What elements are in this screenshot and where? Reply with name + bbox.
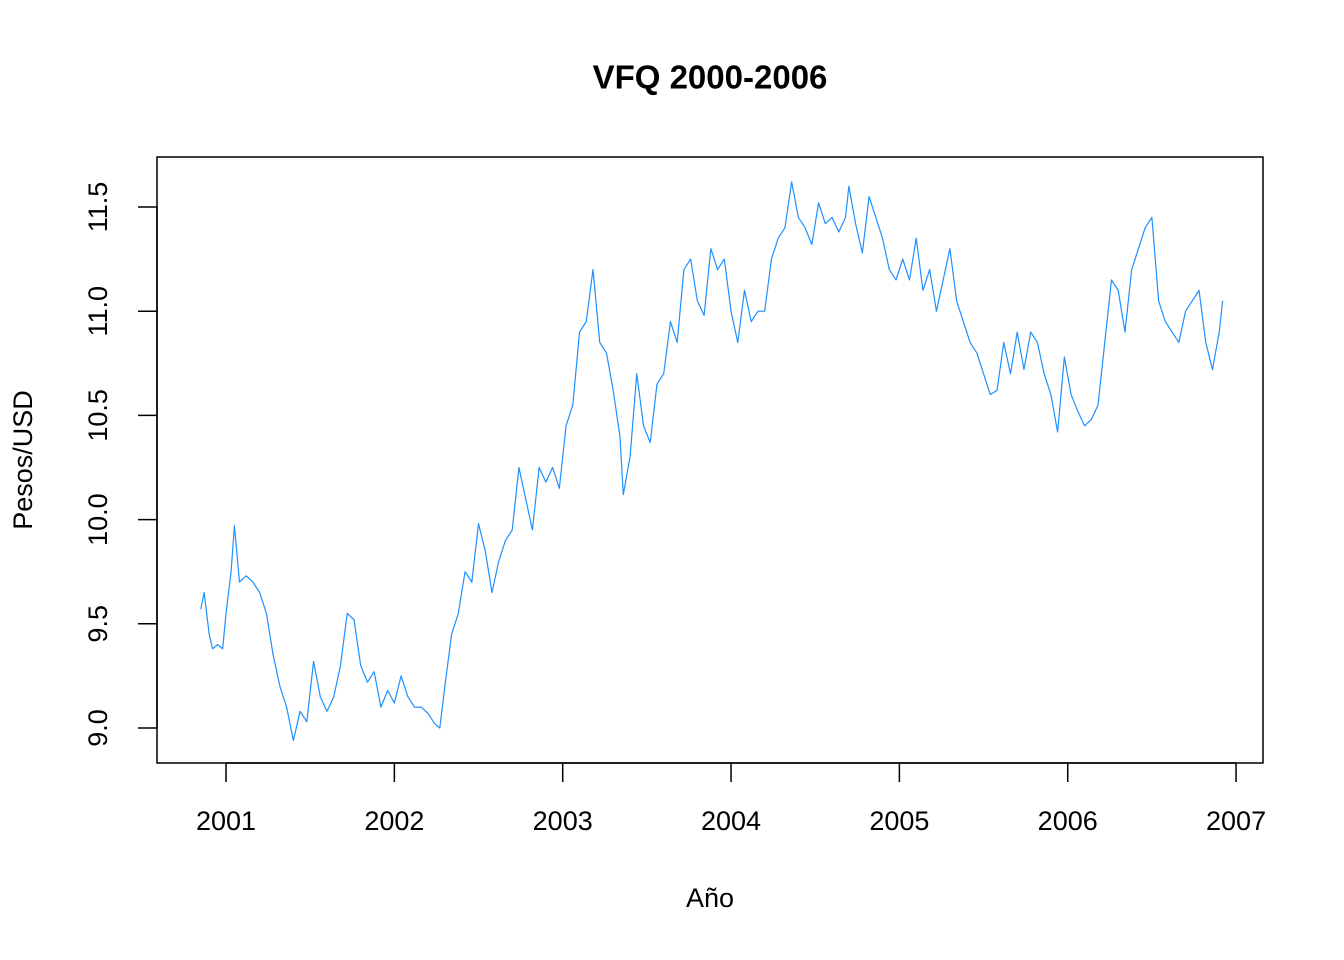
y-tick-label: 9.5 [83, 605, 113, 643]
y-tick-label: 11.5 [83, 182, 113, 233]
x-tick-label: 2004 [701, 806, 761, 836]
x-tick-label: 2007 [1206, 806, 1266, 836]
y-tick-label: 10.5 [83, 389, 113, 442]
y-tick-label: 11.0 [83, 286, 113, 337]
data-line [200, 181, 1224, 742]
x-tick-label: 2003 [533, 806, 593, 836]
y-tick-label: 10.0 [83, 493, 113, 546]
y-axis-label: Pesos/USD [8, 390, 38, 530]
chart-title: VFQ 2000-2006 [593, 59, 828, 96]
x-axis-label: Año [686, 883, 734, 913]
x-tick-label: 2005 [869, 806, 929, 836]
x-tick-label: 2006 [1038, 806, 1098, 836]
x-tick-label: 2002 [364, 806, 424, 836]
y-tick-label: 9.0 [83, 709, 113, 747]
x-tick-label: 2001 [196, 806, 256, 836]
